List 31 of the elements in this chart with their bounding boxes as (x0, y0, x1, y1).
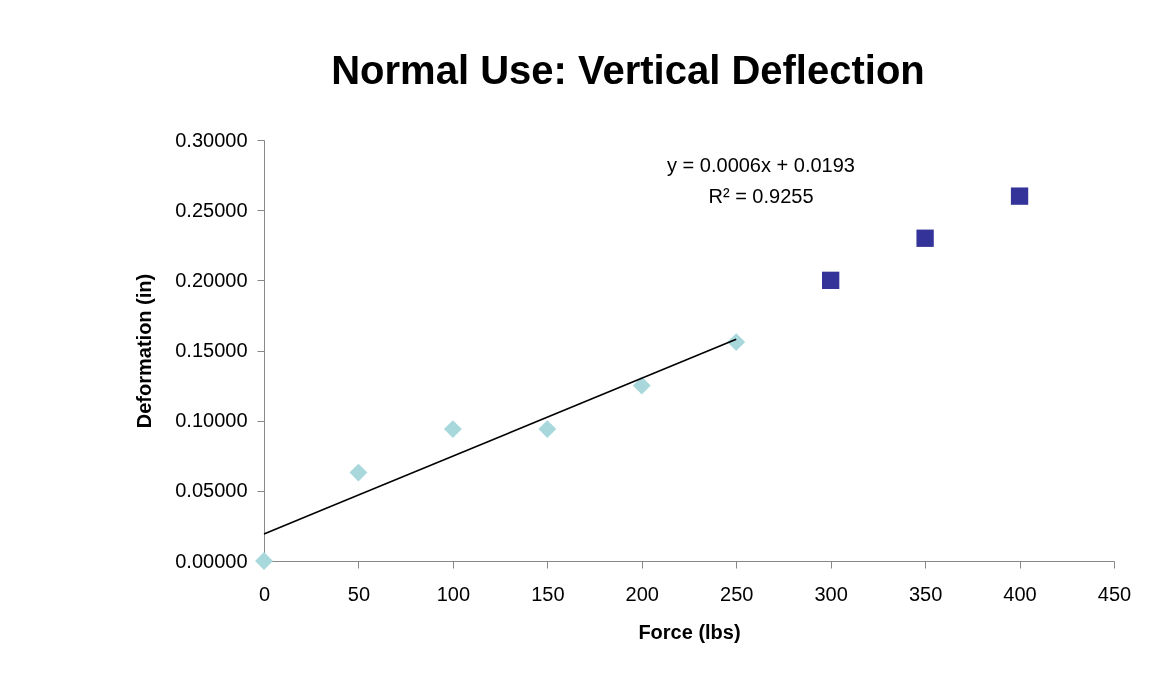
y-tick-label: 0.00000 (175, 549, 248, 572)
point (916, 229, 934, 247)
point (349, 463, 368, 482)
chart-title: Normal Use: Vertical Deflection (331, 48, 925, 92)
x-tick-label: 400 (1003, 582, 1037, 605)
point (822, 271, 840, 289)
y-tick-label: 0.15000 (175, 339, 248, 361)
y-tick-label: 0.20000 (175, 268, 248, 291)
x-tick-label: 300 (814, 582, 848, 605)
x-axis-title: Force (lbs) (638, 620, 741, 643)
y-tick-label: 0.05000 (175, 479, 248, 502)
x-tick-label: 450 (1097, 582, 1132, 605)
x-tick-label: 100 (436, 582, 471, 605)
x-tick-label: 0 (258, 582, 271, 605)
y-tick-label: 0.25000 (175, 198, 248, 221)
point (255, 552, 273, 570)
y-tick-label: 0.10000 (175, 409, 248, 432)
annotation: R² = 0.9255 (708, 185, 814, 207)
x-tick-label: 150 (531, 582, 565, 605)
x-tick-label: 200 (625, 582, 659, 605)
x-tick-label: 50 (347, 582, 371, 605)
x-tick-label: 350 (908, 582, 943, 605)
y-tick-label: 0.30000 (175, 128, 248, 151)
point (727, 333, 746, 352)
y-axis-title: Deformation (in) (133, 273, 156, 429)
point (1010, 187, 1029, 205)
point (538, 420, 557, 439)
point (632, 376, 651, 395)
point (443, 420, 462, 439)
x-tick-label: 250 (720, 582, 754, 605)
annotation: y = 0.0006x + 0.0193 (667, 154, 855, 176)
